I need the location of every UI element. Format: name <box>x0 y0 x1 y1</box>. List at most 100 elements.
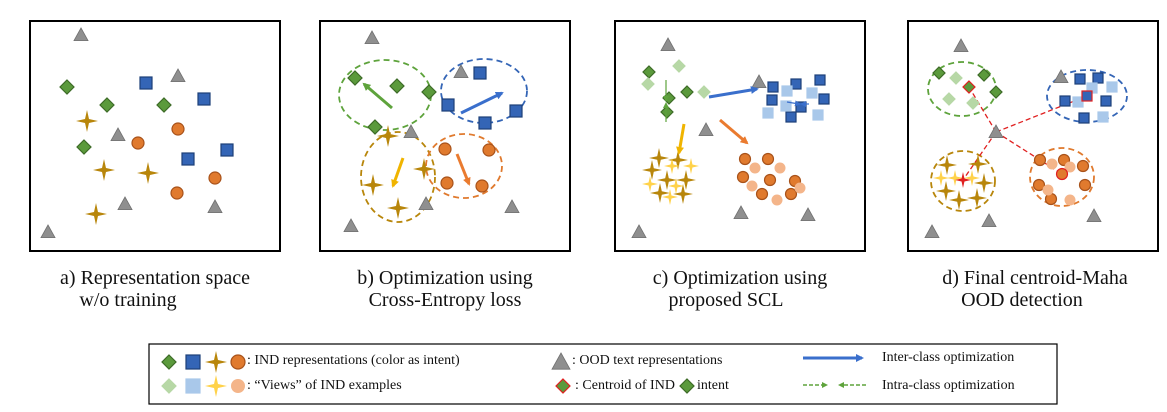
panel-c-caption-line1: c) Optimization using <box>653 267 827 289</box>
blue-square <box>1074 73 1086 85</box>
green-diamond <box>932 66 946 80</box>
green-diamond <box>367 119 383 135</box>
ood-triangle <box>207 199 223 214</box>
light-gold-star <box>683 158 699 174</box>
light-green-diamond <box>949 71 963 85</box>
ood-triangle <box>981 213 997 228</box>
light-orange-circle <box>794 182 806 194</box>
gold-star <box>93 159 115 181</box>
legend-centroid-diamond-icon <box>555 378 571 394</box>
panel-a-frame <box>29 20 281 252</box>
light-green-diamond <box>641 77 655 91</box>
legend-box <box>148 343 1058 405</box>
ood-triangle <box>1053 69 1069 83</box>
centroid-diamond <box>962 80 976 94</box>
ood-triangle <box>453 64 469 78</box>
legend-ood-triangle-icon <box>551 352 571 370</box>
light-orange-circle <box>1064 161 1076 173</box>
gold-star <box>362 174 384 196</box>
light-gold-star <box>964 170 980 186</box>
legend-centroid-label: : Centroid of IND <box>575 378 675 393</box>
legend-ind-label: : IND representations (color as intent) <box>247 353 460 368</box>
orange-circle <box>761 152 775 166</box>
ood-triangle <box>953 38 969 52</box>
gold-star <box>967 188 987 208</box>
light-orange-circle <box>1046 158 1058 170</box>
centroid-square <box>1081 90 1093 102</box>
green-diamond <box>642 65 656 79</box>
green-diamond <box>59 79 75 95</box>
ood-triangle <box>1086 208 1102 223</box>
panel-b-frame <box>319 20 571 252</box>
gold-arrow <box>676 123 686 155</box>
blue-square <box>790 78 802 90</box>
green-diamond <box>421 84 437 100</box>
legend-light-gold-star-icon <box>205 375 227 397</box>
orange-circle <box>482 143 496 157</box>
orange-circle <box>208 171 222 185</box>
ood-triangle <box>170 68 186 82</box>
orange-circle <box>1032 178 1046 192</box>
legend-green-diamond-icon <box>161 354 177 370</box>
legend-blue-square-icon <box>185 354 201 370</box>
blue-square <box>1100 95 1112 107</box>
centroid-distance-line <box>995 95 1088 133</box>
light-gold-star <box>668 178 684 194</box>
light-gold-star <box>664 158 680 174</box>
light-orange-circle <box>1064 194 1076 206</box>
blue-square <box>220 143 234 157</box>
gold-star <box>377 125 399 147</box>
blue-square <box>785 111 797 123</box>
orange-circle <box>171 122 185 136</box>
legend-views-label: : “Views” of IND examples <box>247 378 402 393</box>
green-diamond <box>156 97 172 113</box>
blue-square <box>197 92 211 106</box>
ood-triangle <box>343 218 359 233</box>
orange-circle <box>784 187 798 201</box>
ood-triangle <box>698 122 714 137</box>
green-diamond <box>76 139 92 155</box>
orange-circle <box>1033 153 1047 167</box>
gold-star <box>650 183 670 203</box>
light-orange-circle <box>771 194 783 206</box>
gold-star <box>968 154 988 174</box>
centroid-distance-line <box>968 86 997 133</box>
gold-star <box>673 184 693 204</box>
ood-triangle <box>40 224 56 239</box>
gold-cluster-ellipse <box>360 131 436 223</box>
green-diamond <box>660 105 674 119</box>
orange-circle <box>763 173 777 187</box>
legend-light-green-diamond-icon <box>161 378 177 394</box>
panel-b-caption-line2: Cross-Entropy loss <box>369 289 522 311</box>
light-blue-square <box>762 107 774 119</box>
ood-triangle <box>418 196 434 211</box>
orange-circle <box>170 186 184 200</box>
orange-arrow <box>455 153 471 186</box>
gold-arrow <box>391 157 405 188</box>
orange-circle <box>1078 178 1092 192</box>
gold-star <box>676 170 696 190</box>
light-gold-star <box>933 170 949 186</box>
light-green-diamond <box>966 96 980 110</box>
light-gold-star <box>662 189 678 205</box>
light-orange-circle <box>746 180 758 192</box>
blue-square <box>1092 72 1104 84</box>
orange-circle <box>1076 159 1090 173</box>
orange-circle <box>438 142 452 156</box>
panel-b-caption-line1: b) Optimization using <box>357 267 533 289</box>
gold-star <box>137 162 159 184</box>
blue-square <box>441 98 455 112</box>
green-arrow <box>362 82 393 110</box>
green-diamond <box>989 85 1003 99</box>
ood-triangle <box>117 196 133 211</box>
ood-triangle <box>733 205 749 220</box>
blue-square <box>1059 95 1071 107</box>
panel-a-caption-line1: a) Representation space <box>60 267 250 289</box>
legend-light-blue-square-icon <box>185 378 201 394</box>
panel-c-caption-line2: proposed SCL <box>669 289 784 311</box>
blue-square <box>509 104 523 118</box>
legend-gold-star-icon <box>205 351 227 373</box>
blue-square <box>478 116 492 130</box>
orange-circle <box>738 152 752 166</box>
light-blue-square <box>1072 96 1084 108</box>
